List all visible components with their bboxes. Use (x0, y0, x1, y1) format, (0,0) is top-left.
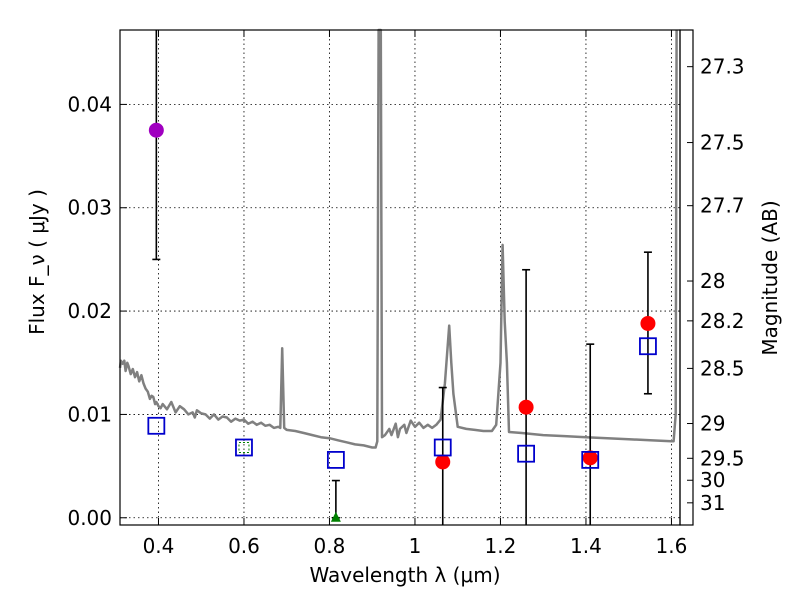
right-tick-label: 28.5 (700, 356, 745, 380)
right-axis-label: Magnitude (AB) (758, 200, 782, 355)
y-tick-label: 0.03 (67, 196, 112, 220)
x-tick-label: 0.8 (314, 534, 346, 558)
right-tick-label: 28.2 (700, 309, 745, 333)
right-tick-label: 28 (700, 269, 725, 293)
x-tick-label: 1 (409, 534, 422, 558)
right-tick-label: 29.5 (700, 446, 745, 470)
observed-point (582, 450, 598, 466)
series-layer (118, 28, 678, 525)
x-axis-label: Wavelength λ (μm) (309, 563, 500, 587)
x-axis-ticks: 0.4 0.6 0.8 1 1.2 1.4 1.6 (143, 30, 688, 558)
model-point-square (581, 450, 600, 469)
model-point-square (326, 450, 345, 469)
right-tick-label: 27.3 (700, 55, 745, 79)
right-tick-label: 30 (700, 468, 725, 492)
observed-point (518, 399, 534, 415)
x-tick-label: 1.4 (570, 534, 602, 558)
upper-limit-marker (330, 511, 341, 522)
model-point-square (639, 337, 657, 356)
y-tick-label: 0.02 (67, 299, 112, 323)
y-axis-label: Flux F_ν ( μJy ) (25, 189, 49, 335)
observed-point (640, 315, 656, 331)
dashed-marker (238, 441, 250, 453)
model-point-square (147, 416, 166, 435)
x-tick-label: 0.6 (228, 534, 260, 558)
grid (120, 30, 680, 525)
right-tick-label: 31 (700, 491, 725, 515)
right-tick-label: 27.5 (700, 131, 745, 155)
observed-point (148, 122, 164, 138)
model-point-square (433, 438, 452, 457)
right-tick-label: 29 (700, 412, 725, 436)
observed-point (435, 454, 451, 470)
y-tick-label: 0.00 (67, 506, 112, 530)
model-point-square (235, 438, 253, 457)
y-tick-label: 0.04 (67, 92, 112, 116)
x-tick-label: 1.6 (656, 534, 688, 558)
y-tick-label: 0.01 (67, 402, 112, 426)
model-spectrum-line (118, 28, 678, 449)
x-tick-label: 1.2 (485, 534, 517, 558)
model-point-square (517, 444, 536, 463)
right-tick-label: 27.7 (700, 194, 745, 218)
right-axis-frame (679, 29, 694, 526)
y-axis-ticks: 0.00 0.01 0.02 0.03 0.04 (67, 92, 127, 530)
x-tick-label: 0.4 (143, 534, 175, 558)
